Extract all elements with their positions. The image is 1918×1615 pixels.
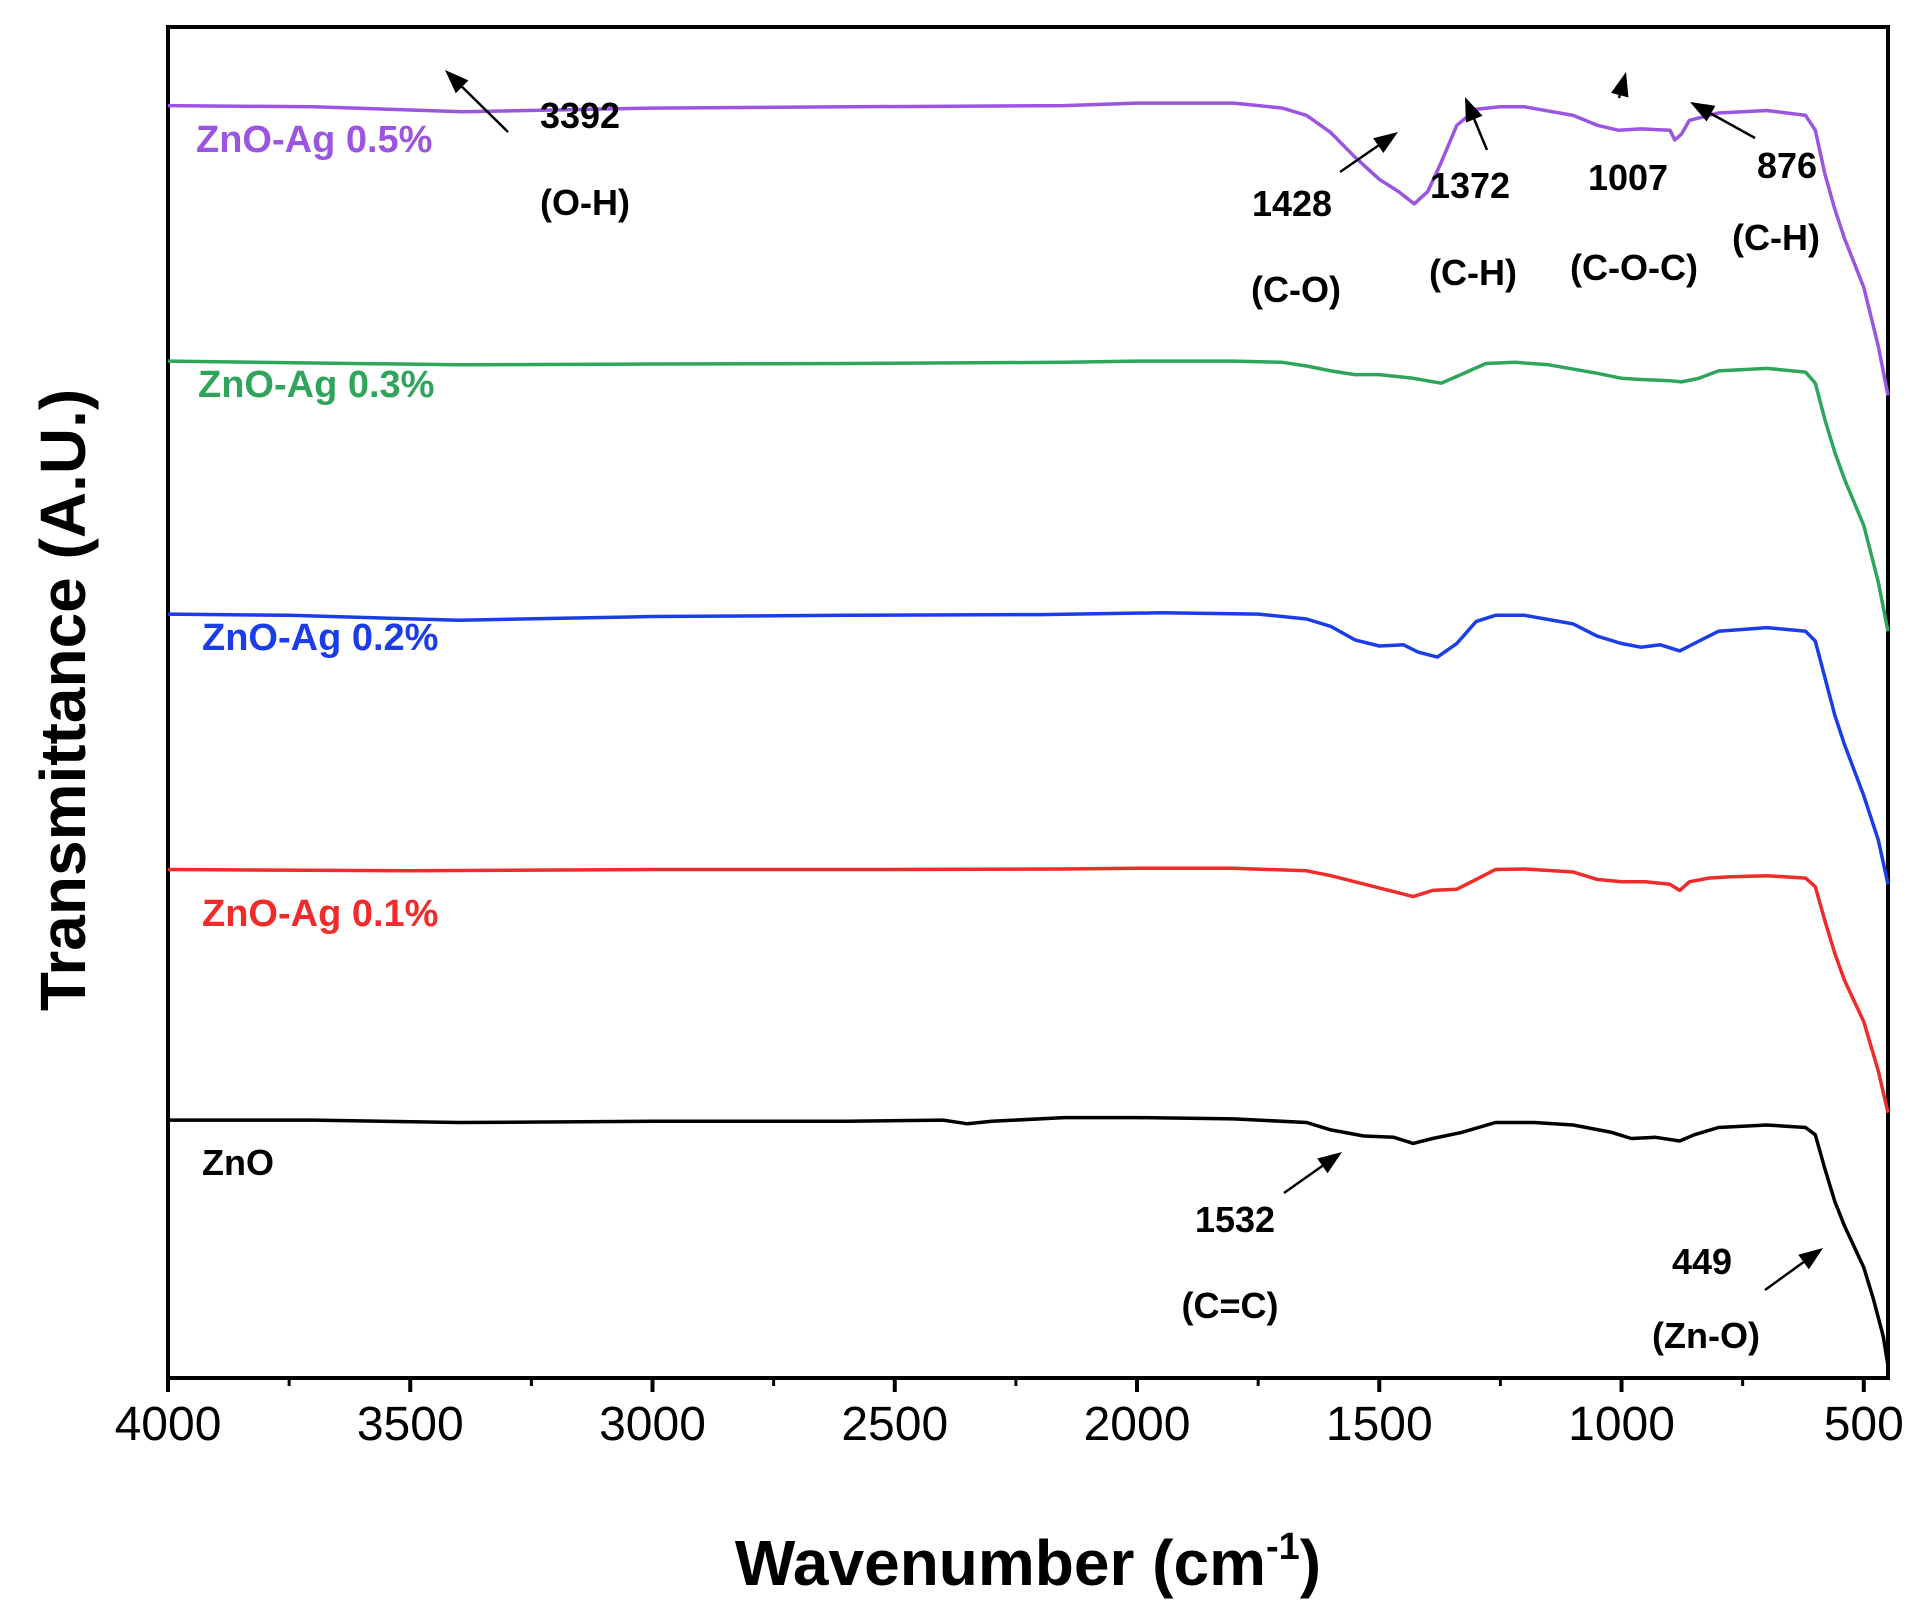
annotation-1532-mode: (C=C) [1182,1285,1279,1326]
arrow-1007 [1611,72,1629,99]
x-axis-title-superscript: -1 [1266,1526,1300,1568]
x-tick-label: 2000 [1084,1398,1191,1451]
annotation-1007-value: 1007 [1588,157,1668,198]
annotation-876-mode: (C-H) [1732,217,1820,258]
annotation-arrows [445,70,1823,1292]
arrow-1532 [1283,1152,1342,1195]
series-line-zno [168,1115,1890,1366]
arrow-3392 [445,70,509,133]
x-tick-label: 3500 [357,1398,464,1451]
x-tick-label: 2500 [841,1398,948,1451]
x-tick-label: 3000 [599,1398,706,1451]
plot-frame [166,25,1890,1380]
y-axis-title: Transmittance (A.U.) [27,389,99,1011]
annotation-449-mode: (Zn-O) [1652,1315,1760,1356]
x-axis-ticks: 4000 3500 3000 2500 2000 1500 1000 500 [115,1378,1904,1451]
annotation-1532-value: 1532 [1195,1199,1275,1240]
series-line-zno-ag-0-5- [167,101,1890,396]
x-axis-title-close: ) [1300,1527,1321,1599]
x-axis-title: Wavenumber (cm-1) [735,1526,1321,1599]
arrow-449 [1764,1248,1823,1292]
series-label-zno-ag-0-2: ZnO-Ag 0.2% [202,617,438,659]
x-tick-label: 1500 [1326,1398,1433,1451]
series-line-zno-ag-0-1- [167,866,1890,1114]
annotation-876-value: 876 [1757,145,1817,186]
arrow-876 [1690,102,1756,140]
annotation-1372-value: 1372 [1430,165,1510,206]
annotation-1428-mode: (C-O) [1251,269,1341,310]
x-tick-label: 4000 [115,1398,222,1451]
series-label-zno-ag-0-1: ZnO-Ag 0.1% [202,893,438,935]
series-label-zno-ag-0-3: ZnO-Ag 0.3% [198,364,434,406]
series-label-zno-ag-0-5: ZnO-Ag 0.5% [196,119,432,161]
series-label-zno: ZnO [202,1142,274,1183]
x-axis-title-main: Wavenumber (cm [735,1527,1266,1599]
arrow-1428 [1339,132,1398,174]
x-tick-label: 1000 [1568,1398,1675,1451]
arrow-1372 [1465,97,1489,151]
series-line-zno-ag-0-3- [167,359,1890,632]
x-tick-label: 500 [1824,1398,1904,1451]
annotation-3392-mode: (O-H) [540,182,630,223]
series-line-zno-ag-0-2- [167,611,1890,885]
annotation-1372-mode: (C-H) [1429,252,1517,293]
annotation-449-value: 449 [1672,1241,1732,1282]
annotation-1428-value: 1428 [1252,183,1332,224]
series-lines [167,101,1890,1366]
annotation-1007-mode: (C-O-C) [1570,247,1698,288]
annotation-3392-value: 3392 [540,95,620,136]
